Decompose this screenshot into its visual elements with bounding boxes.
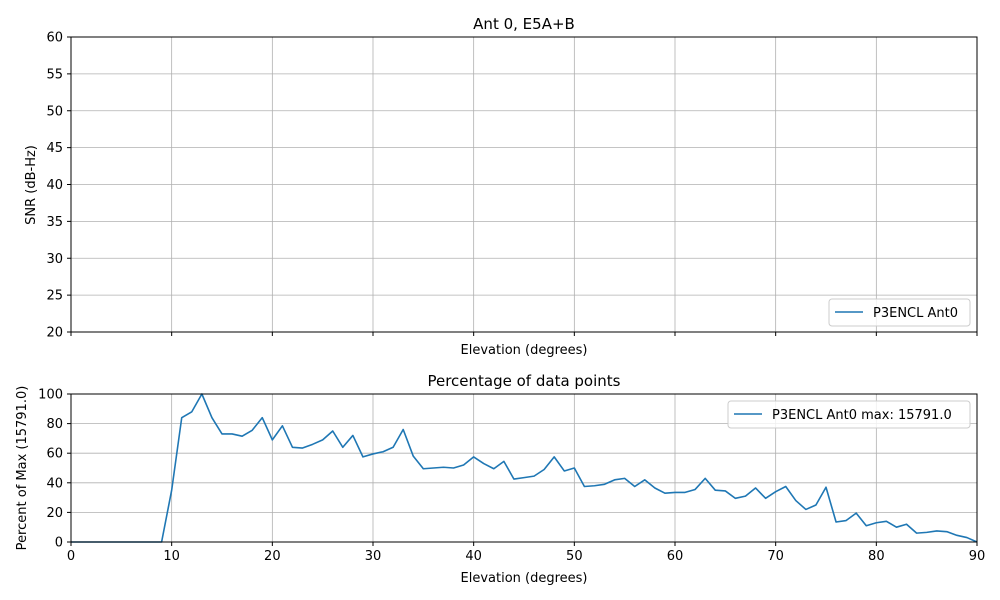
percentage-chart-x-tick-label: 70 bbox=[767, 549, 784, 564]
percentage-chart-legend-label: P3ENCL Ant0 max: 15791.0 bbox=[772, 408, 952, 423]
percentage-chart-series-layer bbox=[71, 393, 978, 543]
percentage-chart-frame bbox=[70, 393, 978, 543]
percentage-chart-x-tick-label: 90 bbox=[969, 549, 986, 564]
percentage-chart-y-tick-label: 20 bbox=[46, 506, 63, 521]
snr-chart-ticks: 20 25 30 35 40 45 50 55 60 bbox=[46, 31, 978, 341]
snr-chart-legend-label: P3ENCL Ant0 bbox=[873, 306, 958, 321]
percentage-chart-y-axis-label: Percent of Max (15791.0) bbox=[15, 386, 30, 551]
snr-chart-title: Ant 0, E5A+B bbox=[473, 15, 575, 33]
snr-chart-legend: P3ENCL Ant0 bbox=[828, 298, 971, 327]
percentage-chart-series-line bbox=[71, 393, 978, 543]
percentage-chart-legend-box bbox=[727, 400, 971, 429]
snr-chart-y-tick-label: 55 bbox=[46, 67, 63, 82]
percentage-chart-x-tick-label: 30 bbox=[365, 549, 382, 564]
percentage-chart-x-tick-label: 40 bbox=[465, 549, 482, 564]
percentage-chart: 0 10 20 30 40 50 60 70 80 90 0 20 40 60 80 100 Percenta… bbox=[15, 372, 985, 586]
percentage-chart-ticks: 0 10 20 30 40 50 60 70 80 90 0 20 40 60 80 100 bbox=[38, 388, 985, 565]
snr-chart-legend-box bbox=[828, 298, 971, 327]
snr-chart-y-tick-label: 60 bbox=[46, 31, 63, 46]
percentage-chart-y-tick-label: 60 bbox=[46, 447, 63, 462]
percentage-chart-title: Percentage of data points bbox=[427, 372, 620, 390]
percentage-chart-x-axis-label: Elevation (degrees) bbox=[461, 571, 588, 586]
snr-chart-y-tick-label: 45 bbox=[46, 141, 63, 156]
percentage-chart-x-tick-label: 20 bbox=[264, 549, 281, 564]
snr-chart-x-axis-label: Elevation (degrees) bbox=[461, 343, 588, 358]
snr-chart-y-axis-label: SNR (dB-Hz) bbox=[24, 145, 39, 225]
percentage-chart-y-tick-label: 0 bbox=[55, 536, 63, 551]
snr-chart-y-tick-label: 40 bbox=[46, 178, 63, 193]
percentage-chart-x-tick-label: 50 bbox=[566, 549, 583, 564]
percentage-chart-x-tick-label: 60 bbox=[667, 549, 684, 564]
percentage-chart-x-tick-label: 10 bbox=[163, 549, 180, 564]
snr-chart-grid bbox=[70, 36, 978, 333]
snr-chart-y-tick-label: 25 bbox=[46, 289, 63, 304]
percentage-chart-y-tick-label: 80 bbox=[46, 417, 63, 432]
snr-chart-y-tick-label: 50 bbox=[46, 104, 63, 119]
snr-chart-y-tick-label: 35 bbox=[46, 215, 63, 230]
snr-chart-y-tick-label: 30 bbox=[46, 252, 63, 267]
snr-chart: 20 25 30 35 40 45 50 55 60 Ant 0, E5A+B Elevatio… bbox=[24, 15, 978, 358]
percentage-chart-x-tick-label: 80 bbox=[868, 549, 885, 564]
percentage-chart-y-tick-label: 100 bbox=[38, 388, 63, 403]
snr-chart-y-tick-label: 20 bbox=[46, 326, 63, 341]
percentage-chart-y-tick-label: 40 bbox=[46, 476, 63, 491]
percentage-chart-x-tick-label: 0 bbox=[67, 549, 75, 564]
percentage-chart-legend: P3ENCL Ant0 max: 15791.0 bbox=[727, 400, 971, 429]
